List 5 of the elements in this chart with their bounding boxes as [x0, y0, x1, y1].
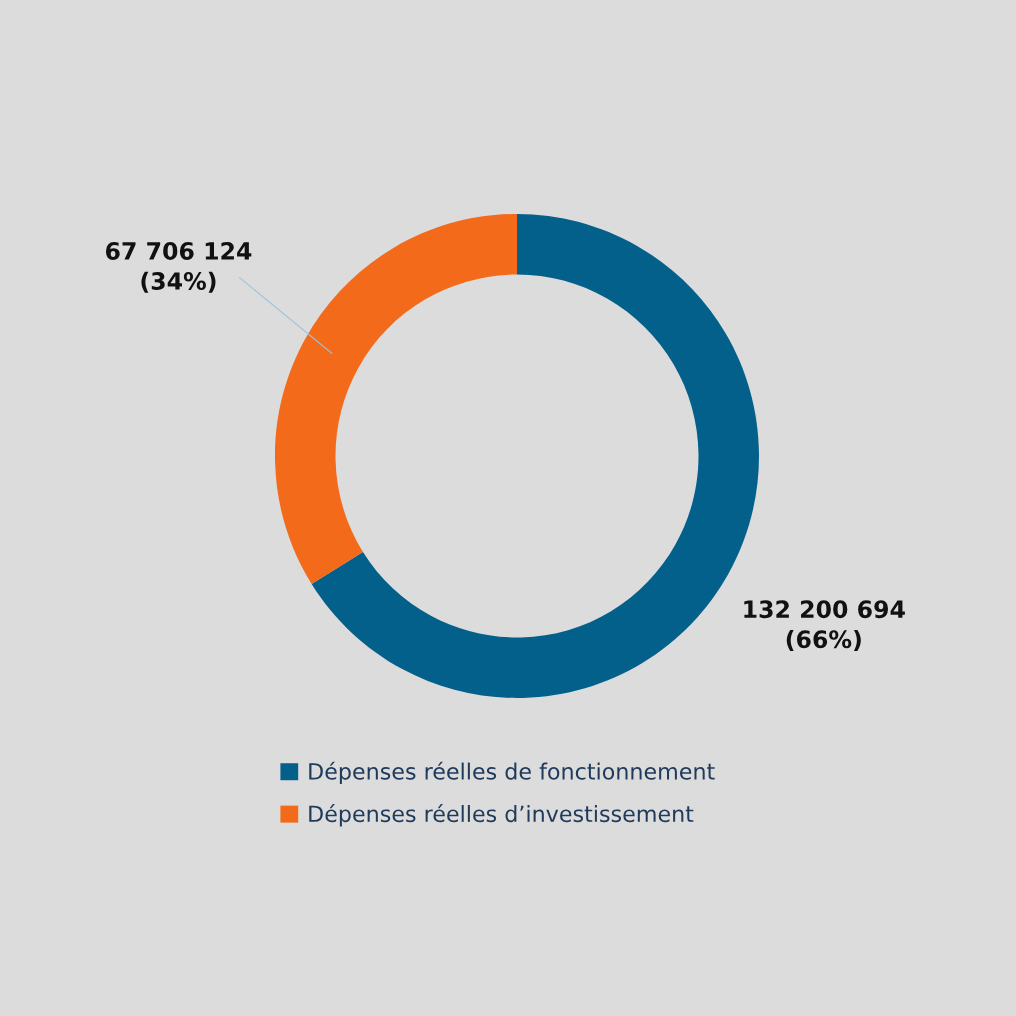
legend-label: Dépenses réelles de fonctionnement: [309, 761, 715, 785]
data-label: 67 706 124 (34%): [106, 242, 252, 293]
data-label: 132 200 694 (66%): [744, 600, 905, 651]
donut-slice: [275, 214, 517, 584]
legend-label: Dépenses réelles d’investissement: [309, 804, 694, 827]
